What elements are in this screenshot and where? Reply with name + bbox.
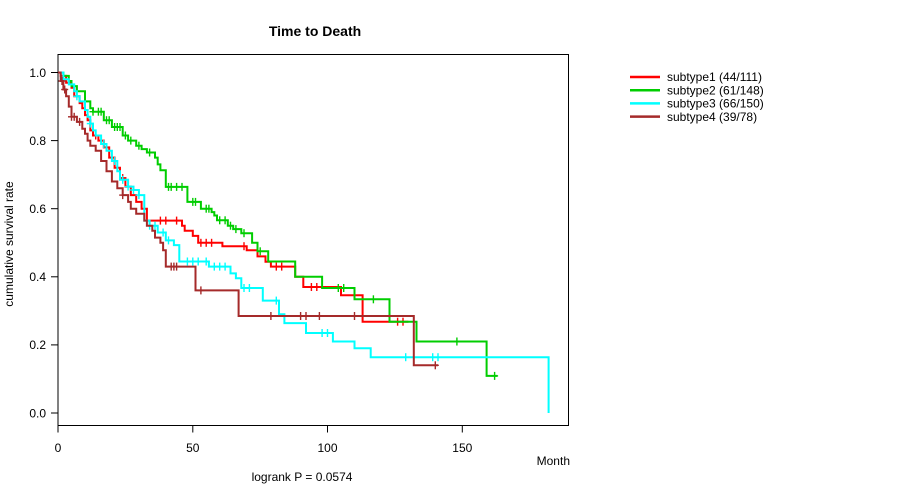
legend-label: subtype4 (39/78) [667, 110, 757, 124]
legend-item: subtype4 (39/78) [630, 110, 757, 124]
x-tick-label: 100 [317, 441, 337, 455]
series-path [58, 71, 409, 323]
y-tick-label: 0.8 [29, 134, 46, 148]
series-4 [58, 71, 439, 370]
y-tick-label: 0.2 [29, 338, 46, 352]
logrank-annotation: logrank P = 0.0574 [252, 470, 353, 484]
series-path [58, 71, 498, 377]
legend-item: subtype2 (61/148) [630, 83, 764, 97]
series-2 [58, 71, 499, 380]
legend-label: subtype3 (66/150) [667, 97, 764, 111]
y-tick-label: 0.0 [29, 406, 46, 420]
legend-label: subtype1 (44/111) [667, 70, 762, 84]
y-tick-label: 0.4 [29, 270, 46, 284]
censor-marks [81, 97, 499, 380]
legend-label: subtype2 (61/148) [667, 83, 764, 97]
legend-item: subtype1 (44/111) [630, 70, 762, 84]
survival-curves [58, 71, 550, 413]
legend: subtype1 (44/111)subtype2 (61/148)subtyp… [630, 70, 764, 124]
plot-box [57, 54, 569, 426]
x-tick-label: 50 [186, 441, 200, 455]
y-tick-label: 1.0 [29, 66, 46, 80]
legend-item: subtype3 (66/150) [630, 97, 764, 111]
y-tick-label: 0.6 [29, 202, 46, 216]
axes: 0 50 100 150 0.0 0.2 0.4 0.6 0.8 1.0 [29, 66, 472, 455]
x-tick-label: 150 [452, 441, 472, 455]
y-axis-label: cumulative survival rate [2, 181, 16, 307]
x-tick-label: 0 [55, 441, 62, 455]
chart-title: Time to Death [269, 23, 361, 39]
censor-marks [58, 77, 439, 370]
x-axis-label: Month [537, 454, 570, 468]
